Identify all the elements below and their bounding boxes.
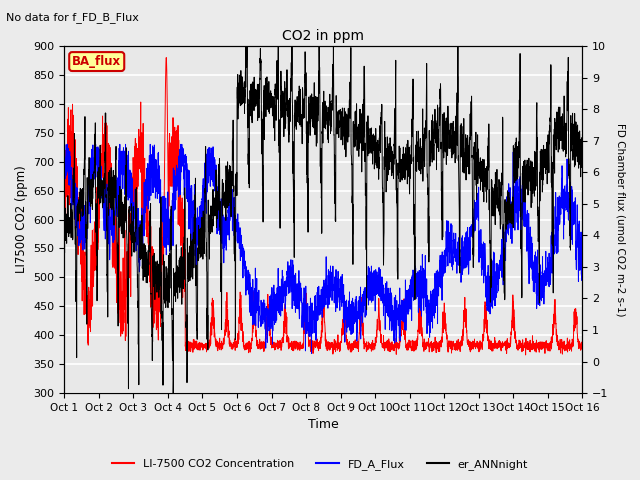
Text: BA_flux: BA_flux xyxy=(72,55,122,68)
Text: No data for f_FD_B_Flux: No data for f_FD_B_Flux xyxy=(6,12,140,23)
Title: CO2 in ppm: CO2 in ppm xyxy=(282,29,364,43)
Y-axis label: FD Chamber flux (umol CO2 m-2 s-1): FD Chamber flux (umol CO2 m-2 s-1) xyxy=(615,123,625,316)
X-axis label: Time: Time xyxy=(308,419,339,432)
Legend: LI-7500 CO2 Concentration, FD_A_Flux, er_ANNnight: LI-7500 CO2 Concentration, FD_A_Flux, er… xyxy=(108,455,532,474)
Y-axis label: LI7500 CO2 (ppm): LI7500 CO2 (ppm) xyxy=(15,166,28,274)
